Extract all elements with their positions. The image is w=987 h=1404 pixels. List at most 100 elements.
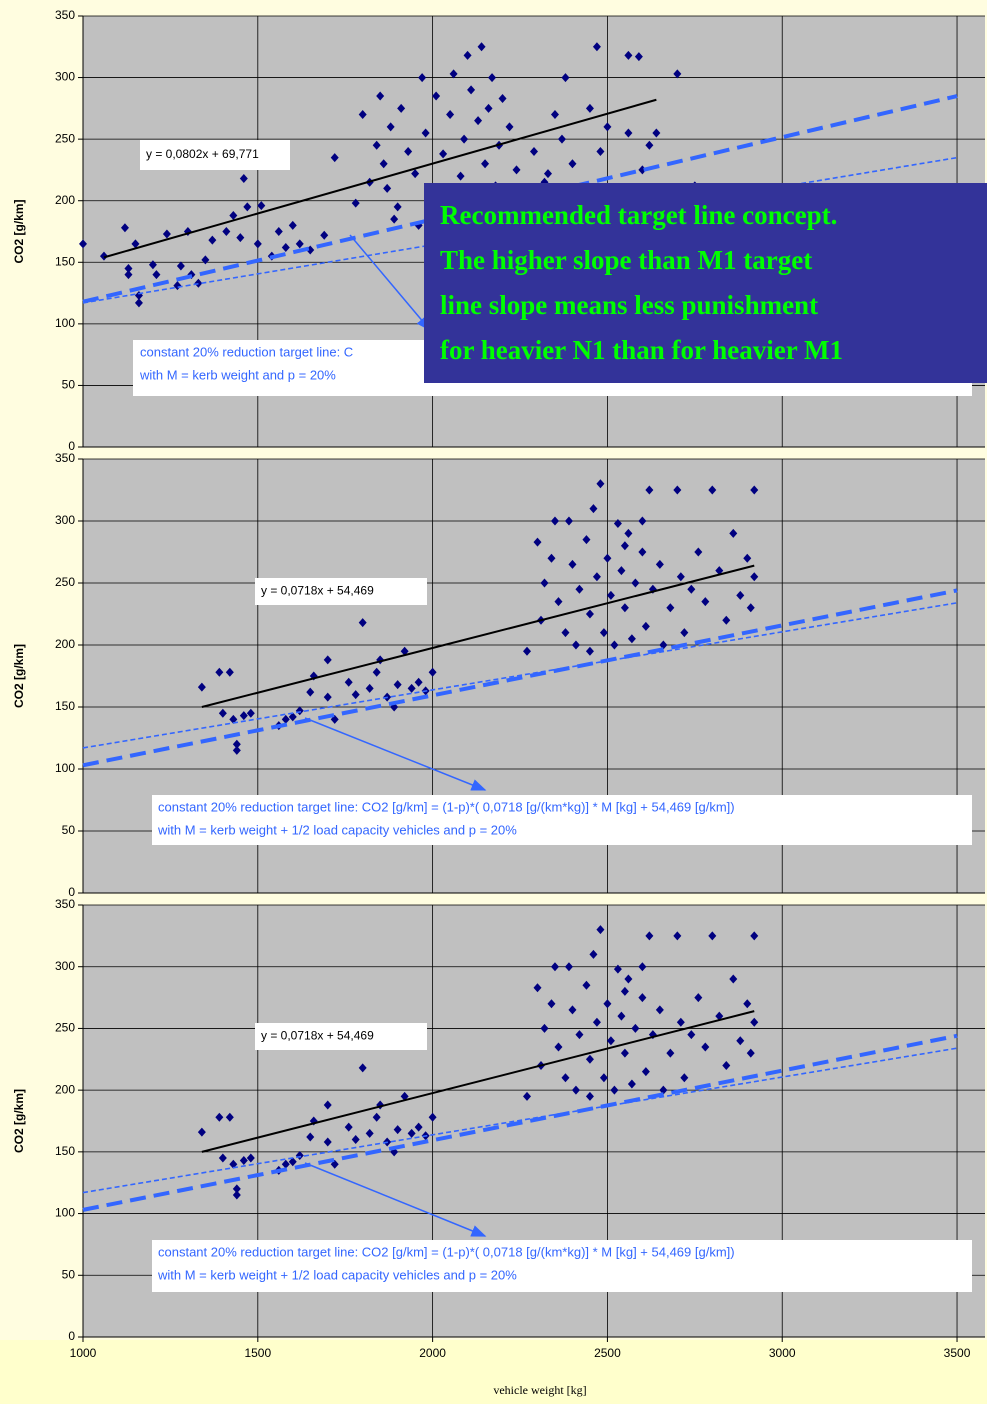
scatter-point (641, 621, 650, 631)
scatter-point (474, 116, 483, 126)
scatter-point (585, 646, 594, 656)
scatter-point (715, 1011, 724, 1021)
scatter-point (596, 925, 605, 935)
scatter-point (148, 260, 157, 270)
x-axis-label: vehicle weight [kg] (493, 1383, 586, 1397)
scatter-point (708, 931, 717, 941)
scatter-point (449, 69, 458, 79)
scatter-point (582, 535, 591, 545)
scatter-point (610, 1085, 619, 1095)
equation-label: y = 0,0718x + 54,469 (261, 1029, 374, 1043)
scatter-point (638, 547, 647, 557)
scatter-point (592, 42, 601, 52)
scatter-point (620, 541, 629, 551)
scatter-point (554, 1042, 563, 1052)
scatter-point (617, 1011, 626, 1021)
scatter-point (613, 518, 622, 528)
scatter-point (330, 153, 339, 163)
scatter-point (79, 239, 87, 249)
scatter-point (746, 1048, 755, 1058)
scatter-point (673, 931, 682, 941)
scatter-point (229, 210, 238, 220)
scatter-point (320, 230, 329, 240)
scatter-point (722, 1060, 731, 1070)
scatter-point (281, 1159, 290, 1169)
x-tick-label: 3000 (769, 1346, 796, 1360)
scatter-point (236, 233, 245, 243)
scatter-point (152, 270, 161, 280)
scatter-point (358, 110, 367, 120)
scatter-point (467, 85, 476, 95)
scatter-point (564, 962, 573, 972)
y-tick-label: 100 (55, 761, 75, 775)
scatter-point (610, 640, 619, 650)
scatter-point (120, 223, 129, 233)
scatter-point (596, 479, 605, 489)
scatter-point (306, 1132, 315, 1142)
scatter-point (603, 553, 612, 563)
scatter-point (676, 572, 685, 582)
scatter-point (582, 980, 591, 990)
scatter-point (746, 603, 755, 613)
scatter-point (645, 485, 654, 495)
equation-label: y = 0,0718x + 54,469 (261, 584, 374, 598)
scatter-point (631, 578, 640, 588)
x-tick-label: 2500 (594, 1346, 621, 1360)
scatter-point (523, 1091, 532, 1101)
y-tick-label: 300 (55, 513, 75, 527)
scatter-point (428, 1112, 437, 1122)
callout-box (424, 183, 987, 383)
scatter-point (358, 618, 367, 628)
scatter-point (617, 566, 626, 576)
scatter-point (620, 603, 629, 613)
scatter-point (715, 566, 724, 576)
scatter-point (680, 1073, 689, 1083)
scatter-point (680, 628, 689, 638)
y-tick-label: 0 (68, 885, 75, 899)
scatter-point (456, 171, 465, 181)
scatter-point (393, 1125, 402, 1135)
scatter-point (603, 999, 612, 1009)
scatter-point (124, 270, 133, 280)
scatter-point (99, 251, 108, 261)
scatter-point (547, 553, 556, 563)
scatter-point (708, 485, 717, 495)
scatter-point (729, 528, 738, 538)
y-tick-label: 200 (55, 1082, 75, 1096)
scatter-point (407, 683, 416, 693)
scatter-point (701, 1042, 710, 1052)
y-tick-label: 350 (55, 451, 75, 465)
scatter-point (393, 680, 402, 690)
scatter-point (673, 485, 682, 495)
arrow (349, 234, 431, 332)
trend-line (82, 1033, 958, 1212)
scatter-point (585, 103, 594, 113)
y-tick-label: 0 (68, 1329, 75, 1343)
scatter-point (687, 1030, 696, 1040)
scatter-point (606, 1036, 615, 1046)
scatter-point (634, 52, 643, 62)
scatter-point (365, 1128, 374, 1138)
scatter-point (571, 640, 580, 650)
scatter-point (232, 1184, 241, 1194)
scatter-point (561, 1073, 570, 1083)
note-box (152, 1240, 972, 1292)
scatter-point (620, 986, 629, 996)
scatter-point (575, 1030, 584, 1040)
scatter-point (376, 91, 385, 101)
scatter-point (463, 50, 472, 60)
scatter-point (222, 227, 231, 236)
scatter-point (246, 708, 255, 718)
scatter-point (323, 1100, 332, 1110)
scatter-point (215, 1112, 224, 1122)
callout-text: line slope means less punishment (440, 290, 818, 320)
footer-band (0, 1340, 987, 1404)
y-tick-label: 50 (62, 823, 76, 837)
scatter-point (568, 559, 577, 569)
note-text: with M = kerb weight and p = 20% (139, 367, 336, 382)
scatter-point (295, 239, 304, 249)
arrow (304, 717, 487, 791)
y-tick-label: 150 (55, 1144, 75, 1158)
